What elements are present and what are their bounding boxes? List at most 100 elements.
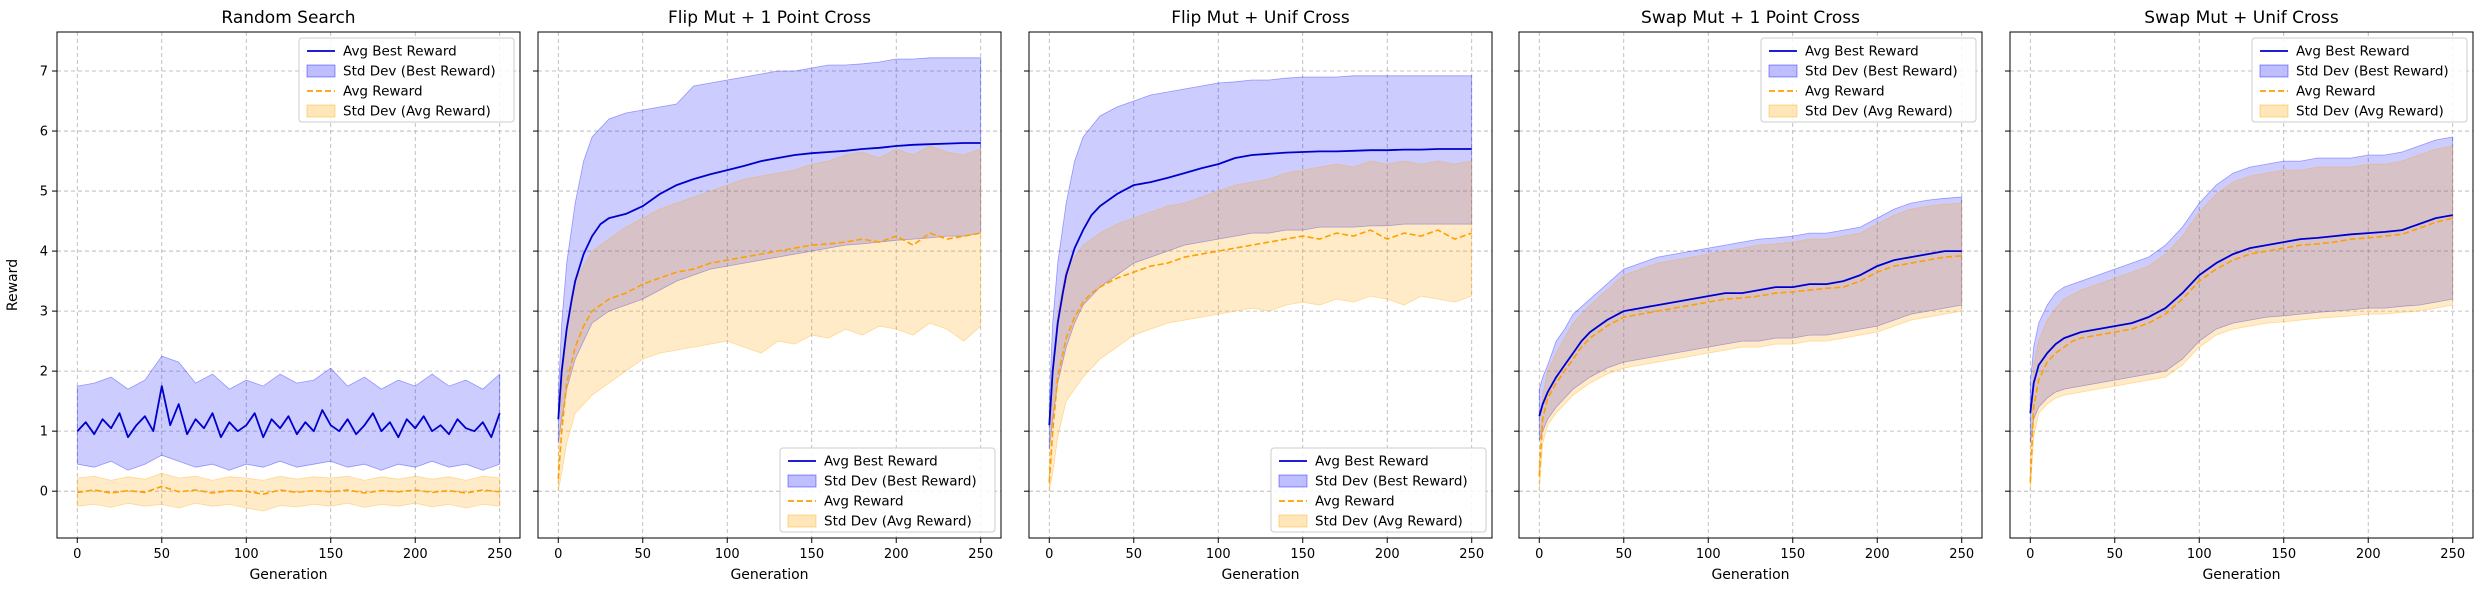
x-axis-label: Generation bbox=[249, 567, 327, 583]
legend-box bbox=[1760, 37, 1977, 123]
x-axis-label: Generation bbox=[2202, 567, 2280, 583]
legend: Avg Best Reward Std Dev (Best Reward) Avg … bbox=[1760, 37, 1977, 123]
legend-label: Avg Best Reward bbox=[2296, 44, 2410, 60]
legend-label: Std Dev (Avg Reward) bbox=[2296, 104, 2444, 120]
legend-swatch bbox=[1278, 514, 1308, 528]
legend-label: Avg Reward bbox=[1805, 84, 1885, 100]
chart-title: Swap Mut + Unif Cross bbox=[2144, 8, 2339, 28]
legend-label: Std Dev (Best Reward) bbox=[343, 64, 496, 80]
legend-label: Std Dev (Avg Reward) bbox=[1805, 104, 1953, 120]
x-axis-label: Generation bbox=[1711, 567, 1789, 583]
x-tick-label: 200 bbox=[1375, 547, 1400, 562]
legend-box bbox=[2251, 37, 2468, 123]
panel-4: 0 50 100 150 200 250 Swap Mut + 1 Point Cross G… bbox=[1514, 8, 1983, 583]
series-avg-reward bbox=[557, 232, 981, 480]
x-tick-label: 150 bbox=[799, 547, 824, 562]
series-avg-best-reward bbox=[2029, 214, 2453, 414]
series-avg-reward bbox=[1048, 229, 1472, 483]
band-std-dev-best-reward- bbox=[2029, 136, 2454, 444]
band-std-dev-avg-reward- bbox=[76, 472, 501, 512]
legend-label: Std Dev (Avg Reward) bbox=[1315, 514, 1463, 530]
plot-area bbox=[1048, 75, 1473, 492]
chart-title: Swap Mut + 1 Point Cross bbox=[1641, 8, 1860, 28]
x-tick-label: 0 bbox=[1045, 547, 1053, 562]
legend-label: Avg Best Reward bbox=[824, 454, 938, 470]
y-tick-label: 0 bbox=[40, 485, 48, 500]
legend-label: Avg Reward bbox=[2296, 84, 2376, 100]
x-tick-label: 0 bbox=[73, 547, 81, 562]
band-std-dev-best-reward- bbox=[1048, 75, 1473, 450]
legend-label: Std Dev (Avg Reward) bbox=[343, 104, 491, 120]
legend-swatch bbox=[2259, 104, 2289, 118]
x-tick-label: 50 bbox=[1125, 547, 1142, 562]
x-tick-label: 100 bbox=[234, 547, 259, 562]
series-avg-reward bbox=[1538, 255, 1962, 477]
legend-swatch bbox=[1768, 64, 1798, 78]
axes-frame bbox=[56, 31, 521, 539]
x-tick-label: 250 bbox=[968, 547, 993, 562]
plot-area bbox=[76, 355, 501, 512]
axes-frame bbox=[1518, 31, 1983, 539]
band-std-dev-best-reward- bbox=[76, 355, 501, 471]
x-tick-label: 250 bbox=[1459, 547, 1484, 562]
series-avg-reward bbox=[2029, 217, 2453, 483]
band-std-dev-avg-reward- bbox=[1538, 202, 1963, 492]
panel-3: 0 50 100 150 200 250 Flip Mut + Unif Cross Gene… bbox=[1024, 8, 1493, 583]
legend-swatch bbox=[787, 474, 817, 488]
x-tick-label: 150 bbox=[2271, 547, 2296, 562]
x-tick-label: 100 bbox=[1206, 547, 1231, 562]
legend-label: Avg Reward bbox=[824, 494, 904, 510]
y-tick-label: 2 bbox=[40, 365, 48, 380]
legend: Avg Best Reward Std Dev (Best Reward) Avg … bbox=[298, 37, 515, 123]
legend-label: Std Dev (Best Reward) bbox=[1805, 64, 1958, 80]
x-tick-label: 100 bbox=[715, 547, 740, 562]
legend-swatch bbox=[2259, 64, 2289, 78]
legend-label: Avg Reward bbox=[343, 84, 423, 100]
legend-swatch bbox=[1278, 474, 1308, 488]
x-tick-label: 250 bbox=[1949, 547, 1974, 562]
plot-area bbox=[2029, 136, 2454, 492]
series-avg-best-reward bbox=[557, 142, 981, 420]
x-tick-label: 50 bbox=[634, 547, 651, 562]
series-avg-reward bbox=[77, 485, 500, 496]
y-tick-label: 3 bbox=[40, 305, 48, 320]
x-tick-label: 0 bbox=[554, 547, 562, 562]
axes-frame bbox=[2009, 31, 2474, 539]
legend-label: Avg Best Reward bbox=[343, 44, 457, 60]
band-std-dev-best-reward- bbox=[1538, 196, 1963, 441]
band-std-dev-avg-reward- bbox=[557, 145, 982, 492]
x-tick-label: 200 bbox=[1865, 547, 1890, 562]
x-tick-label: 150 bbox=[1780, 547, 1805, 562]
legend-label: Std Dev (Best Reward) bbox=[1315, 474, 1468, 490]
legend-label: Std Dev (Avg Reward) bbox=[824, 514, 972, 530]
x-tick-label: 100 bbox=[1696, 547, 1721, 562]
x-tick-label: 250 bbox=[2440, 547, 2465, 562]
x-tick-label: 200 bbox=[2356, 547, 2381, 562]
x-tick-label: 0 bbox=[1535, 547, 1543, 562]
legend-swatch bbox=[1768, 104, 1798, 118]
legend-swatch bbox=[306, 104, 336, 118]
x-tick-label: 0 bbox=[2026, 547, 2034, 562]
legend-swatch bbox=[787, 514, 817, 528]
x-tick-label: 150 bbox=[1290, 547, 1315, 562]
y-tick-label: 6 bbox=[40, 125, 48, 140]
legend-box bbox=[779, 447, 996, 533]
chart-title: Random Search bbox=[221, 8, 355, 28]
legend-label: Avg Reward bbox=[1315, 494, 1395, 510]
legend: Avg Best Reward Std Dev (Best Reward) Avg … bbox=[1270, 447, 1487, 533]
legend-swatch bbox=[306, 64, 336, 78]
legend-label: Std Dev (Best Reward) bbox=[2296, 64, 2449, 80]
y-axis-label: Reward bbox=[5, 259, 21, 311]
plot-area bbox=[557, 57, 982, 492]
series-avg-best-reward bbox=[1538, 250, 1962, 417]
chart-title: Flip Mut + Unif Cross bbox=[1171, 8, 1350, 28]
y-tick-label: 7 bbox=[40, 65, 48, 80]
x-tick-label: 50 bbox=[2106, 547, 2123, 562]
legend: Avg Best Reward Std Dev (Best Reward) Avg … bbox=[779, 447, 996, 533]
y-tick-label: 1 bbox=[40, 425, 48, 440]
x-tick-label: 200 bbox=[403, 547, 428, 562]
y-tick-label: 4 bbox=[40, 245, 48, 260]
x-tick-label: 150 bbox=[318, 547, 343, 562]
x-axis-label: Generation bbox=[1221, 567, 1299, 583]
